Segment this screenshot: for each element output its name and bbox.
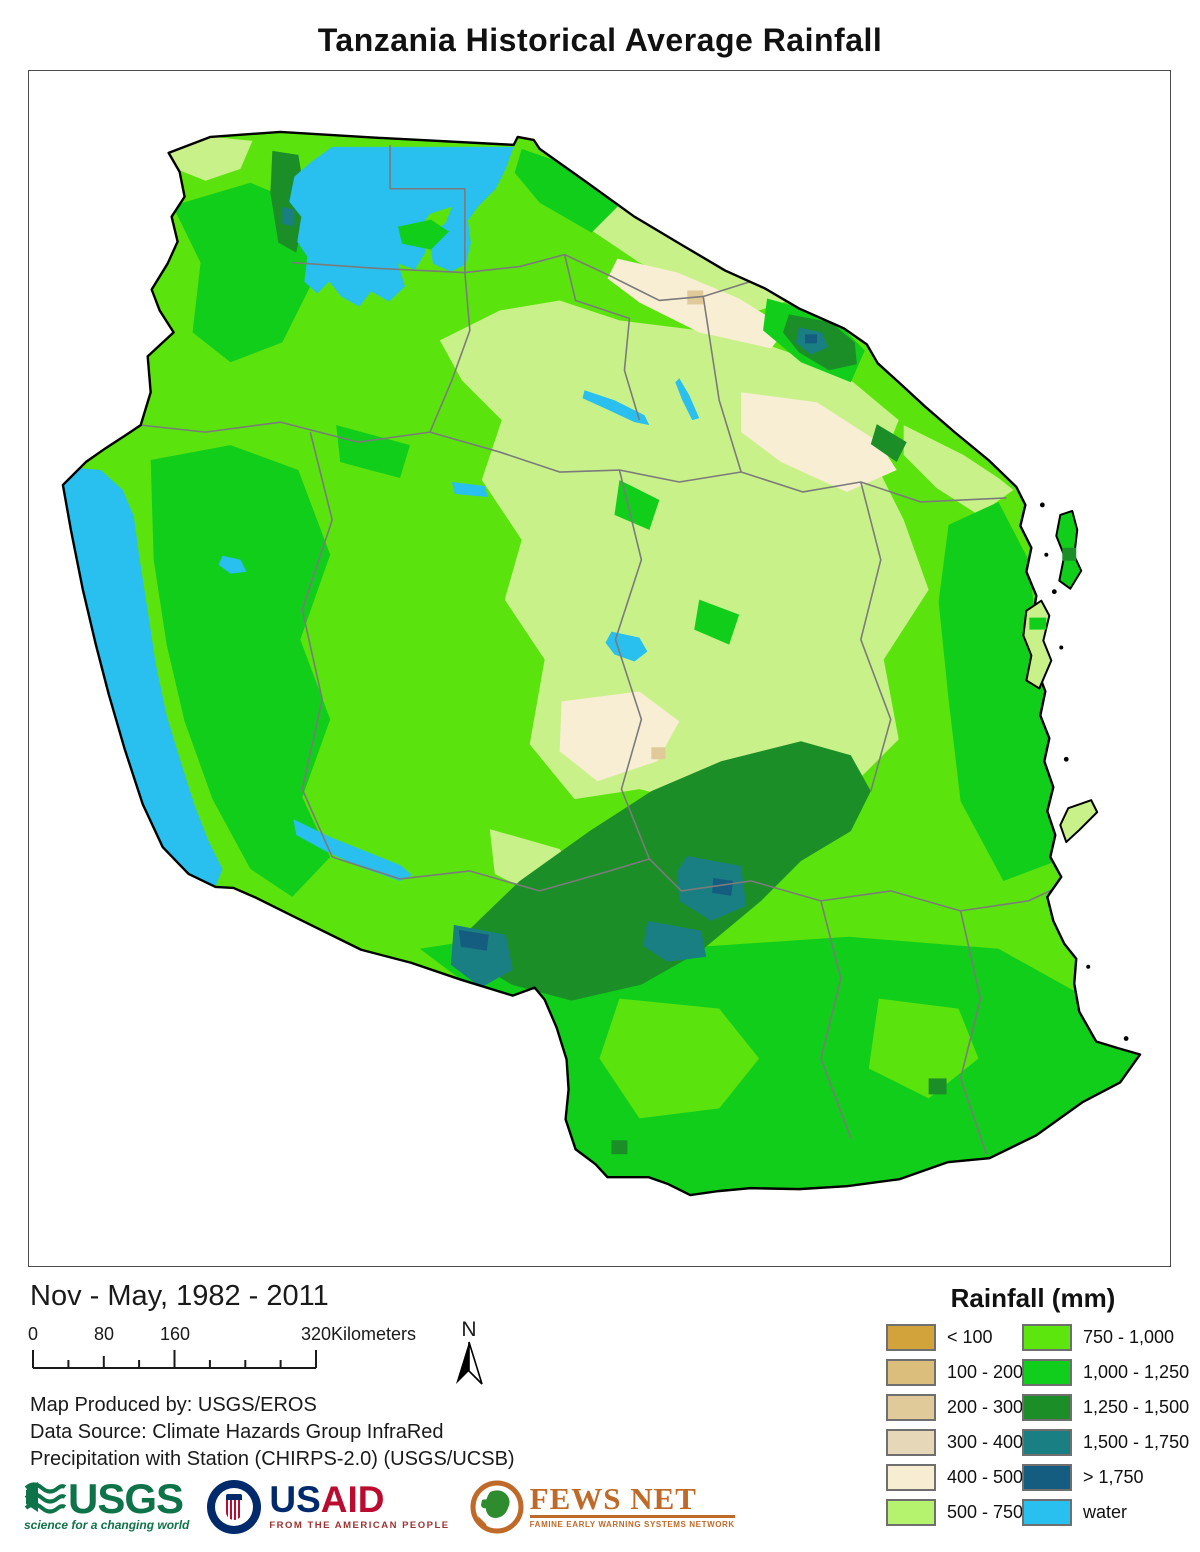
- credit-data-source-2: Precipitation with Station (CHIRPS-2.0) …: [30, 1448, 515, 1470]
- map-frame: [28, 70, 1171, 1267]
- legend-label: 100 - 200: [947, 1362, 1024, 1382]
- north-arrow: N: [456, 1318, 483, 1385]
- usgs-logo: USGS science for a changing world: [24, 1475, 190, 1533]
- north-arrow-label: N: [461, 1318, 476, 1341]
- rainfall-legend: < 100 100 - 200 200 - 300 300 - 400 400 - 50…: [886, 1324, 1189, 1534]
- scale-bar: 0 80 160 320 Kilometers: [28, 1324, 416, 1369]
- legend-swatch: [1022, 1429, 1072, 1456]
- legend-label: 200 - 300: [947, 1397, 1024, 1417]
- legend-swatch: [1022, 1499, 1072, 1526]
- usaid-us-text: US: [269, 1479, 321, 1520]
- scale-label-80: 80: [94, 1324, 114, 1344]
- legend-item: 400 - 500: [886, 1464, 1023, 1491]
- legend-item: 200 - 300: [886, 1394, 1023, 1421]
- legend-swatch: [886, 1429, 936, 1456]
- legend-item: < 100: [886, 1324, 1012, 1351]
- legend-label: 1,000 - 1,250: [1083, 1362, 1190, 1382]
- legend-label: 1,250 - 1,500: [1083, 1397, 1190, 1417]
- credits: Map Produced by: USGS/EROS Data Source: …: [30, 1392, 515, 1473]
- scale-ticks: [32, 1350, 317, 1369]
- rainfall-zone-1500-1750: [282, 206, 828, 988]
- legend-item: > 1,750: [1022, 1464, 1189, 1491]
- usgs-wordmark: USGS: [68, 1475, 184, 1522]
- legend-swatch: [1022, 1394, 1072, 1421]
- country-border: [61, 130, 1142, 1197]
- legend-swatch: [886, 1394, 936, 1421]
- legend-label: water: [1083, 1502, 1128, 1522]
- logo-row: USGS science for a changing world USAID …: [24, 1475, 735, 1534]
- ukerewe-island: [398, 219, 449, 250]
- legend-swatch: [1022, 1324, 1072, 1351]
- north-arrow-right-half: [468, 1341, 483, 1385]
- credit-produced-by: Map Produced by: USGS/EROS: [30, 1394, 317, 1416]
- usaid-seal-icon: [207, 1480, 262, 1534]
- legend-item: 750 - 1,000: [1022, 1324, 1189, 1351]
- fewsnet-globe-icon: [470, 1480, 524, 1534]
- legend-item: 300 - 400: [886, 1429, 1023, 1456]
- tanzania-rainfall-map: [61, 130, 1142, 1197]
- lake-burigi: [218, 555, 247, 574]
- rainfall-zone-gt-1750: [458, 334, 817, 951]
- zanzibar-island: [1022, 599, 1053, 690]
- map-subtitle: Nov - May, 1982 - 2011: [30, 1280, 329, 1312]
- legend-column-left: < 100 100 - 200 200 - 300 300 - 400 400 - 50…: [886, 1324, 1023, 1534]
- rainfall-zone-750-1000-south: [599, 998, 979, 1119]
- legend-swatch: [886, 1324, 936, 1351]
- lake-tanganyika: [62, 468, 223, 887]
- zanzibar-green-band: [1029, 617, 1047, 630]
- legend-label: 1,500 - 1,750: [1083, 1432, 1190, 1452]
- fewsnet-wordmark: FEWS NET: [529, 1481, 697, 1516]
- usaid-logo: USAID FROM THE AMERICAN PEOPLE: [207, 1480, 449, 1534]
- legend-label: 750 - 1,000: [1083, 1327, 1175, 1347]
- scale-label-0: 0: [28, 1324, 38, 1344]
- mafia-island: [1059, 799, 1099, 844]
- legend-column-right: 750 - 1,000 1,000 - 1,250 1,250 - 1,500 1,5…: [1022, 1324, 1189, 1534]
- legend-item: 100 - 200: [886, 1359, 1023, 1386]
- legend-swatch: [886, 1359, 936, 1386]
- north-arrow-left-half: [456, 1342, 469, 1384]
- lake-eyasi: [582, 390, 650, 426]
- legend-title: Rainfall (mm): [950, 1283, 1116, 1313]
- legend-label: 300 - 400: [947, 1432, 1024, 1452]
- legend-item: water: [1022, 1499, 1189, 1526]
- usgs-waves-icon: [24, 1482, 66, 1514]
- legend-swatch: [886, 1464, 936, 1491]
- usgs-tagline: science for a changing world: [24, 1518, 190, 1532]
- scale-unit: Kilometers: [331, 1324, 416, 1344]
- usaid-wordmark: USAID: [269, 1481, 449, 1518]
- legend-swatch: [1022, 1464, 1072, 1491]
- pemba-dark-band: [1062, 547, 1077, 561]
- legend-swatch: [886, 1499, 936, 1526]
- credit-data-source: Data Source: Climate Hazards Group Infra…: [30, 1421, 444, 1443]
- coastal-islets: [1039, 502, 1129, 1041]
- region-boundaries: [140, 144, 1055, 1155]
- lake-manyara: [675, 378, 700, 421]
- scale-label-320: 320: [301, 1324, 331, 1344]
- legend-label: < 100: [947, 1327, 993, 1347]
- legend-item: 500 - 750: [886, 1499, 1023, 1526]
- legend-item: 1,500 - 1,750: [1022, 1429, 1189, 1456]
- fewsnet-tagline: FAMINE EARLY WARNING SYSTEMS NETWORK: [529, 1520, 735, 1529]
- legend-label: 400 - 500: [947, 1467, 1024, 1487]
- fewsnet-rule: [529, 1515, 735, 1518]
- page-title: Tanzania Historical Average Rainfall: [317, 22, 883, 58]
- legend-swatch: [1022, 1359, 1072, 1386]
- legend-item: 1,000 - 1,250: [1022, 1359, 1189, 1386]
- fewsnet-logo: FEWS NET FAMINE EARLY WARNING SYSTEMS NE…: [470, 1480, 735, 1534]
- usaid-tagline: FROM THE AMERICAN PEOPLE: [269, 1520, 450, 1531]
- legend-label: 500 - 750: [947, 1502, 1024, 1522]
- legend-item: 1,250 - 1,500: [1022, 1394, 1189, 1421]
- legend-label: > 1,750: [1083, 1467, 1144, 1487]
- scale-label-160: 160: [160, 1324, 190, 1344]
- lake-natron: [816, 248, 841, 293]
- usaid-aid-text: AID: [320, 1479, 385, 1520]
